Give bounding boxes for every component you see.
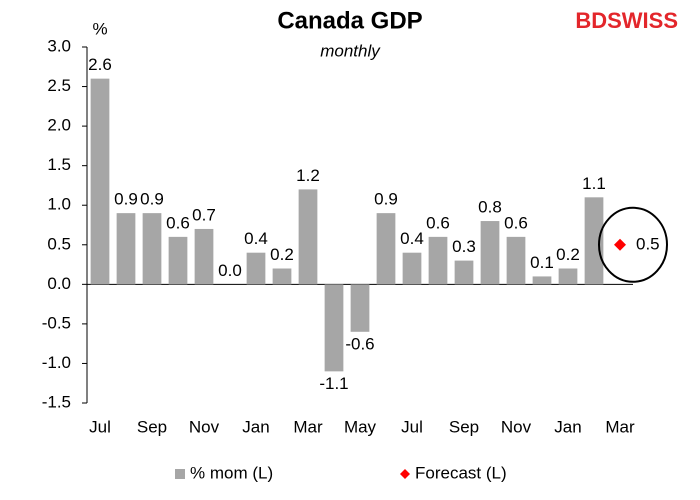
x-tick-label: Jan [554, 417, 581, 436]
data-label: 0.1 [530, 253, 554, 272]
data-label: -0.6 [345, 334, 374, 353]
bar [558, 268, 578, 285]
data-label: 0.6 [166, 213, 190, 232]
data-label: 0.9 [114, 190, 138, 209]
data-label: 0.4 [244, 229, 268, 248]
logo: BDSWISS [575, 8, 678, 33]
bar [168, 236, 188, 285]
bar [142, 213, 162, 285]
bar [402, 252, 422, 285]
y-tick-label: -0.5 [42, 313, 71, 332]
x-tick-label: Nov [501, 417, 532, 436]
chart-subtitle: monthly [320, 41, 381, 60]
y-tick-label: 0.5 [47, 234, 71, 253]
x-tick-label: Nov [189, 417, 220, 436]
data-label: 0.7 [192, 205, 216, 224]
bar [428, 236, 448, 285]
x-tick-label: Jul [89, 417, 111, 436]
data-label: 1.2 [296, 166, 320, 185]
data-label: 0.6 [426, 213, 450, 232]
data-label: 2.6 [88, 55, 112, 74]
data-label: -1.1 [319, 374, 348, 393]
y-tick-label: 1.0 [47, 195, 71, 214]
bar [194, 228, 214, 285]
bar [376, 213, 396, 285]
data-label: 0.9 [140, 190, 164, 209]
data-label: 0.8 [478, 198, 502, 217]
y-tick-label: -1.0 [42, 353, 71, 372]
bar [350, 284, 370, 332]
forecast-marker [614, 238, 626, 251]
bar [272, 268, 292, 285]
bar [246, 252, 266, 285]
x-tick-label: Mar [605, 417, 635, 436]
bar [298, 189, 318, 285]
x-tick-label: Jul [401, 417, 423, 436]
bar [116, 213, 136, 285]
y-tick-label: -1.5 [42, 392, 71, 411]
x-tick-label: May [344, 417, 377, 436]
y-tick-label: 2.5 [47, 76, 71, 95]
x-tick-label: Sep [449, 417, 479, 436]
legend-swatch [400, 469, 410, 479]
data-label: 0.6 [504, 213, 528, 232]
x-tick-label: Mar [293, 417, 323, 436]
data-label: 0.5 [636, 234, 660, 253]
y-tick-label: 2.0 [47, 116, 71, 135]
x-tick-label: Jan [242, 417, 269, 436]
y-tick-label: 0.0 [47, 274, 71, 293]
data-label: 0.9 [374, 190, 398, 209]
data-label: 0.2 [556, 245, 580, 264]
bar [90, 78, 110, 285]
chart-title: Canada GDP [277, 7, 422, 34]
y-tick-label: 1.5 [47, 155, 71, 174]
bar [532, 276, 552, 285]
legend-label: % mom (L) [190, 463, 273, 482]
bar [454, 260, 474, 285]
data-label: 0.0 [218, 261, 242, 280]
bar [584, 197, 604, 285]
data-label: 0.4 [400, 229, 424, 248]
legend-label: Forecast (L) [415, 463, 507, 482]
y-axis-label: % [92, 19, 107, 38]
bar [506, 236, 526, 285]
x-tick-label: Sep [137, 417, 167, 436]
y-tick-label: 3.0 [47, 36, 71, 55]
bar [480, 221, 500, 285]
bar [324, 284, 344, 372]
data-label: 1.1 [582, 174, 606, 193]
data-label: 0.2 [270, 245, 294, 264]
data-label: 0.3 [452, 237, 476, 256]
highlight-circle [598, 206, 668, 283]
legend-swatch [175, 469, 185, 479]
